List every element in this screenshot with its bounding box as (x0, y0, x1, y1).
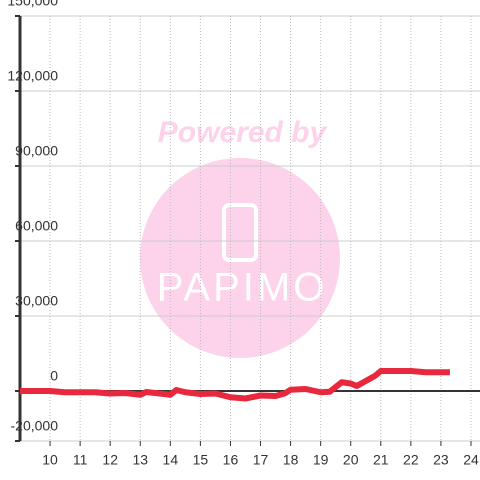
x-tick-label: 18 (283, 452, 299, 468)
watermark-logo: PAPIMO (157, 266, 328, 310)
x-tick-label: 20 (343, 452, 359, 468)
x-tick-label: 13 (132, 452, 148, 468)
x-tick-label: 19 (313, 452, 329, 468)
line (20, 368, 450, 402)
x-tick-label: 17 (253, 452, 269, 468)
x-tick-label: 14 (163, 452, 179, 468)
x-tick-label: 23 (433, 452, 449, 468)
y-tick-label: 30,000 (15, 293, 58, 309)
y-tick-label: 0 (50, 368, 58, 384)
x-tick-label: 11 (73, 452, 88, 468)
watermark-text: Powered by (158, 116, 328, 149)
x-tick-label: 22 (403, 452, 419, 468)
x-tick-label: 16 (223, 452, 239, 468)
plot (20, 368, 450, 402)
watermark-icon (222, 203, 258, 262)
grid: -20,000 0 30,000 60,000 90,000 120,000 150,000… (7, 0, 480, 468)
x-tick-label: 21 (373, 452, 389, 468)
y-tick-label: -20,000 (11, 418, 59, 434)
y-tick-label: 60,000 (15, 218, 58, 234)
x-tick-label: 10 (42, 452, 58, 468)
y-tick-label: 150,000 (7, 0, 58, 9)
y-tick-label: 120,000 (7, 68, 58, 84)
x-tick-label: 12 (102, 452, 118, 468)
x-tick-label: 15 (193, 452, 209, 468)
y-tick-label: 90,000 (15, 143, 58, 159)
x-tick-label: 24 (463, 452, 479, 468)
